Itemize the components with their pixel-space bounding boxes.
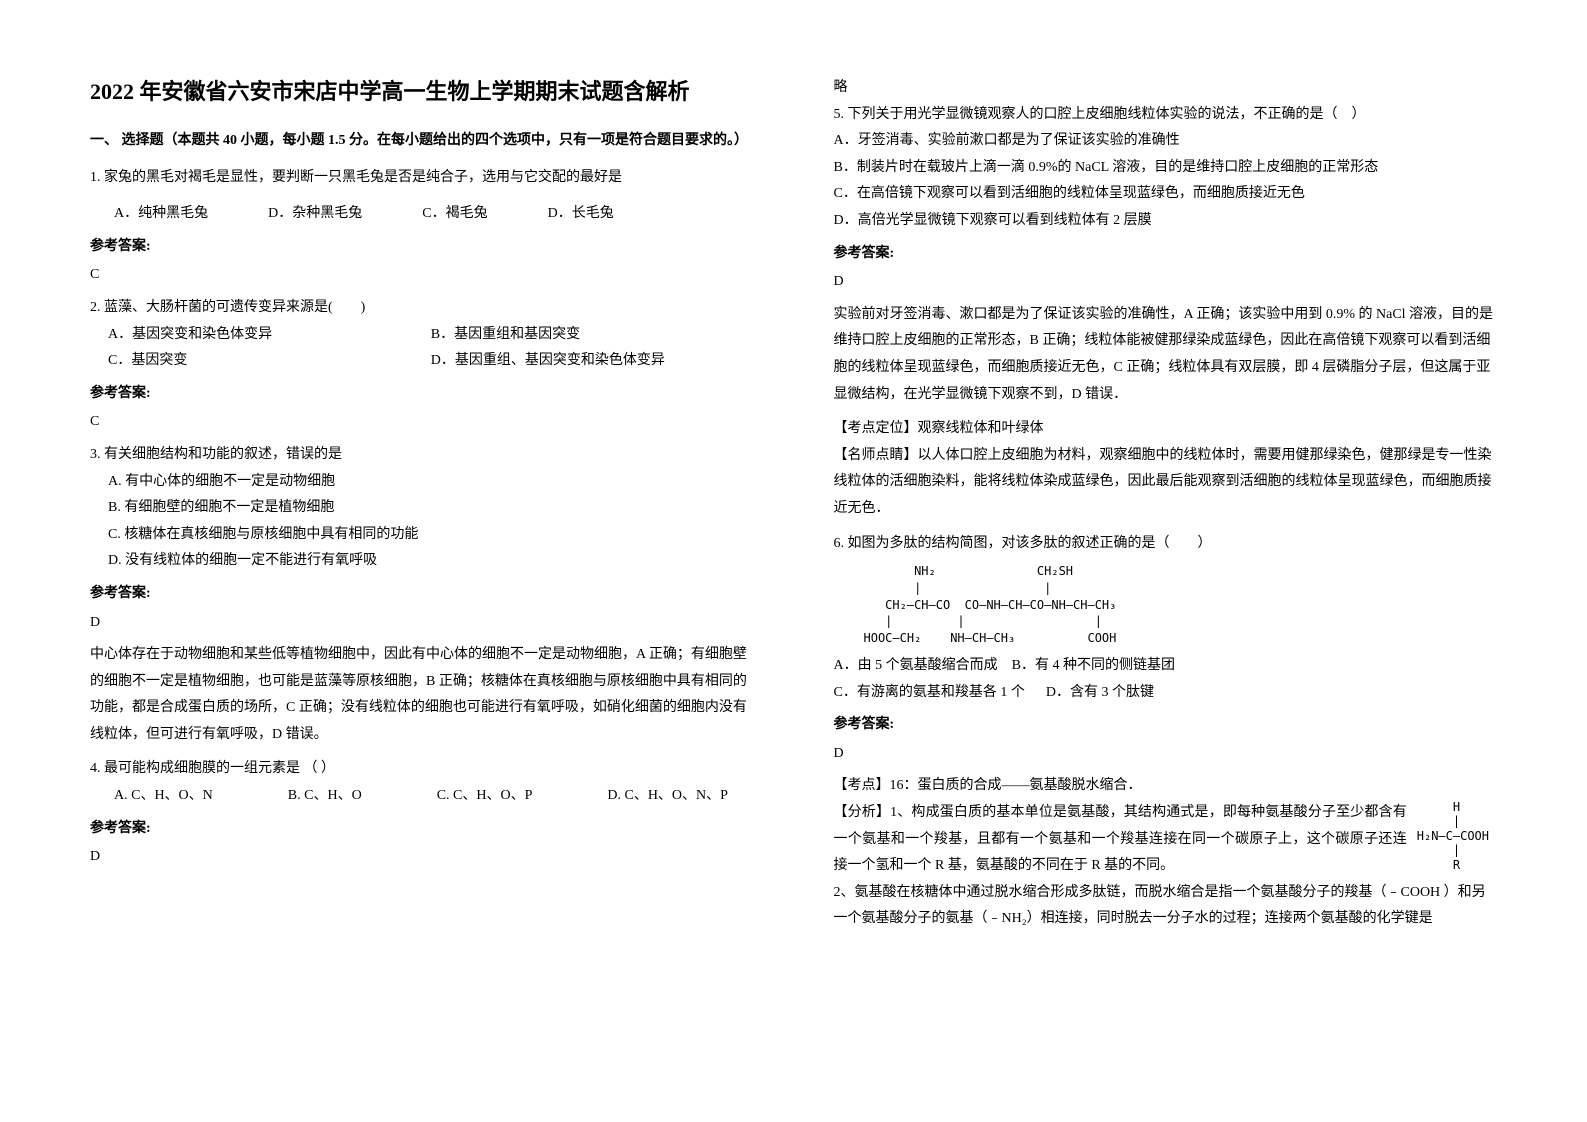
q6-fig-l1: NH₂ CH₂SH	[864, 564, 1074, 578]
amino-l1: H	[1417, 800, 1460, 814]
q4-answer-label: 参考答案:	[90, 816, 754, 843]
q6-analysis-pre: 【分析】1、构成蛋白质的基本单位是氨基酸，其结构通式是	[834, 805, 1209, 820]
q1-opt-d1: D．杂种黑毛兔	[268, 201, 362, 228]
q1-stem: 1. 家兔的黑毛对褐毛是显性，要判断一只黑毛兔是否是纯合子，选用与它交配的最好是	[90, 165, 754, 192]
q1-answer: C	[90, 262, 754, 289]
question-1: 1. 家兔的黑毛对褐毛是显性，要判断一只黑毛兔是否是纯合子，选用与它交配的最好是…	[90, 165, 754, 228]
q2-options-row2: C．基因突变 D．基因重组、基因突变和染色体变异	[90, 348, 754, 375]
q5-opt-a: A．牙签消毒、实验前漱口都是为了保证该实验的准确性	[834, 128, 1498, 155]
q3-opt-a: A. 有中心体的细胞不一定是动物细胞	[108, 469, 754, 496]
q6-opt-d: D．含有 3 个肽键	[1046, 685, 1154, 700]
q4-opt-c: C. C、H、O、P	[437, 783, 533, 810]
q3-options: A. 有中心体的细胞不一定是动物细胞 B. 有细胞壁的细胞不一定是植物细胞 C.…	[90, 469, 754, 575]
q4-stem: 4. 最可能构成细胞膜的一组元素是 （ ）	[90, 756, 754, 783]
q6-opt-a: A．由 5 个氨基酸缩合而成	[834, 658, 998, 673]
q2-answer: C	[90, 409, 754, 436]
q5-answer: D	[834, 269, 1498, 296]
q6-analysis-2: 2、氨基酸在核糖体中通过脱水缩合形成多肽链，而脱水缩合是指一个氨基酸分子的羧基（…	[834, 880, 1498, 933]
q6-opt-b: B．有 4 种不同的侧链基团	[1012, 658, 1175, 673]
q1-opt-d2: D．长毛兔	[548, 201, 614, 228]
q6-fig-l2: | |	[864, 581, 1052, 595]
q6-opt-c: C．有游离的氨基和羧基各 1 个	[834, 685, 1025, 700]
q2-options-row1: A．基因突变和染色体变异 B．基因重组和基因突变	[90, 322, 754, 349]
question-2: 2. 蓝藻、大肠杆菌的可遗传变异来源是( ) A．基因突变和染色体变异 B．基因…	[90, 295, 754, 375]
q6-fig-l4: | | |	[864, 614, 1102, 628]
q3-opt-c: C. 核糖体在真核细胞与原核细胞中具有相同的功能	[108, 522, 754, 549]
q5-topic: 【考点定位】观察线粒体和叶绿体	[834, 416, 1498, 443]
q3-stem: 3. 有关细胞结构和功能的叙述，错误的是	[90, 442, 754, 469]
amino-l2: |	[1417, 814, 1460, 828]
q6-fig-l5: HOOC—CH₂ NH—CH—CH₃ COOH	[864, 631, 1117, 645]
amino-acid-figure: H | H₂N—C—COOH | R	[1417, 800, 1489, 872]
q2-answer-label: 参考答案:	[90, 381, 754, 408]
q3-opt-d: D. 没有线粒体的细胞一定不能进行有氧呼吸	[108, 548, 754, 575]
q6-analysis-1: H | H₂N—C—COOH | R 【分析】1、构成蛋白质的基本单位是氨基酸，…	[834, 800, 1498, 880]
q4-opt-b: B. C、H、O	[288, 783, 362, 810]
q5-explanation: 实验前对牙签消毒、漱口都是为了保证该实验的准确性，A 正确；该实验中用到 0.9…	[834, 302, 1498, 408]
q3-answer-label: 参考答案:	[90, 581, 754, 608]
q5-stem: 5. 下列关于用光学显微镜观察人的口腔上皮细胞线粒体实验的说法，不正确的是（ ）	[834, 102, 1498, 129]
amino-l5: R	[1417, 858, 1460, 872]
right-column: 略 5. 下列关于用光学显微镜观察人的口腔上皮细胞线粒体实验的说法，不正确的是（…	[794, 75, 1498, 1047]
q5-opt-c: C．在高倍镜下观察可以看到活细胞的线粒体呈现蓝绿色，而细胞质接近无色	[834, 181, 1498, 208]
q5-opt-d: D．高倍光学显微镜下观察可以看到线粒体有 2 层膜	[834, 208, 1498, 235]
q5-answer-label: 参考答案:	[834, 241, 1498, 268]
q5-tip: 【名师点睛】以人体口腔上皮细胞为材料，观察细胞中的线粒体时，需要用健那绿染色，健…	[834, 443, 1498, 523]
amino-l4: |	[1417, 843, 1460, 857]
q1-answer-label: 参考答案:	[90, 234, 754, 261]
q6-answer-label: 参考答案:	[834, 712, 1498, 739]
q2-opt-d: D．基因重组、基因突变和染色体变异	[431, 348, 754, 375]
q4-opt-d: D. C、H、O、N、P	[607, 783, 728, 810]
question-5: 5. 下列关于用光学显微镜观察人的口腔上皮细胞线粒体实验的说法，不正确的是（ ）…	[834, 102, 1498, 235]
q2-opt-a: A．基因突变和染色体变异	[108, 322, 431, 349]
question-6: 6. 如图为多肽的结构简图，对该多肽的叙述正确的是（ ） NH₂ CH₂SH |…	[834, 531, 1498, 707]
q1-opt-a: A．纯种黑毛兔	[114, 201, 208, 228]
q6-stem: 6. 如图为多肽的结构简图，对该多肽的叙述正确的是（ ）	[834, 531, 1498, 558]
q4-opt-a: A. C、H、O、N	[114, 783, 213, 810]
q3-answer: D	[90, 610, 754, 637]
q2-stem: 2. 蓝藻、大肠杆菌的可遗传变异来源是( )	[90, 295, 754, 322]
q5-opt-b: B．制装片时在载玻片上滴一滴 0.9%的 NaCL 溶液，目的是维持口腔上皮细胞…	[834, 155, 1498, 182]
q6-fig-l3: CH₂—CH—CO CO—NH—CH—CO—NH—CH—CH₃	[864, 598, 1117, 612]
q4-answer: D	[90, 844, 754, 871]
q6-topic: 【考点】16：蛋白质的合成——氨基酸脱水缩合．	[834, 773, 1498, 800]
doc-title: 2022 年安徽省六安市宋店中学高一生物上学期期末试题含解析	[90, 75, 754, 108]
q1-opt-c: C．褐毛兔	[422, 201, 487, 228]
q4-extra: 略	[834, 75, 1498, 102]
q1-options: A．纯种黑毛兔 D．杂种黑毛兔 C．褐毛兔 D．长毛兔	[90, 201, 754, 228]
left-column: 2022 年安徽省六安市宋店中学高一生物上学期期末试题含解析 一、 选择题（本题…	[90, 75, 794, 1047]
q6-figure: NH₂ CH₂SH | | CH₂—CH—CO CO—NH—CH—CO—NH—C…	[864, 563, 1498, 647]
q2-opt-b: B．基因重组和基因突变	[431, 322, 754, 349]
amino-l3: H₂N—C—COOH	[1417, 829, 1489, 843]
q6-options-row1: A．由 5 个氨基酸缩合而成 B．有 4 种不同的侧链基团	[834, 653, 1498, 680]
q6-answer: D	[834, 741, 1498, 768]
q3-explanation: 中心体存在于动物细胞和某些低等植物细胞中，因此有中心体的细胞不一定是动物细胞，A…	[90, 642, 754, 748]
question-3: 3. 有关细胞结构和功能的叙述，错误的是 A. 有中心体的细胞不一定是动物细胞 …	[90, 442, 754, 575]
q4-options: A. C、H、O、N B. C、H、O C. C、H、O、P D. C、H、O、…	[90, 783, 754, 810]
section-1-header: 一、 选择题（本题共 40 小题，每小题 1.5 分。在每小题给出的四个选项中，…	[90, 128, 754, 155]
question-4: 4. 最可能构成细胞膜的一组元素是 （ ） A. C、H、O、N B. C、H、…	[90, 756, 754, 809]
q6-options-row2: C．有游离的氨基和羧基各 1 个 D．含有 3 个肽键	[834, 680, 1498, 707]
q2-opt-c: C．基因突变	[108, 348, 431, 375]
q3-opt-b: B. 有细胞壁的细胞不一定是植物细胞	[108, 495, 754, 522]
